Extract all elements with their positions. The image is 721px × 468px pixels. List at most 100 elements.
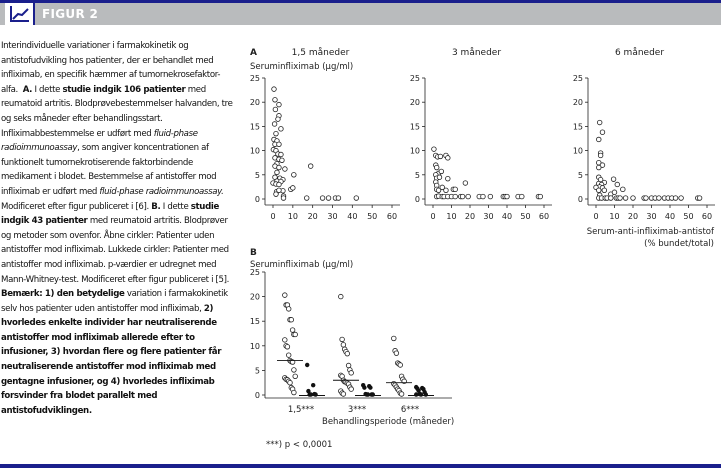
y-tick-label: 10 [410,147,420,156]
panel-label: B [250,248,257,258]
x-tick-label: 20 [628,212,638,221]
data-point [282,166,288,172]
panel-a-label: A. [22,84,33,95]
x-tick-label: 30 [483,212,493,221]
open-circle-point [339,336,345,343]
y-tick-label: 20 [250,98,260,107]
open-circle-point [338,293,344,300]
caption-text: med reumatoid artritis. Blodprøvebestemm… [1,84,233,139]
caption-text: I dette [34,84,61,95]
data-point [462,180,469,186]
closed-circle-point [306,388,311,394]
open-circle-point [291,367,297,373]
y-tick-label: 15 [410,122,420,131]
y-tick-label: 15 [250,317,260,326]
data-point [487,193,494,200]
data-point [443,187,449,193]
closed-circle-point [308,392,313,397]
x-tick-label: 40 [665,212,675,221]
footer-rule [0,464,721,468]
y-tick-label: 25 [250,268,260,277]
y-tick-label: 10 [250,342,260,351]
data-point [276,187,282,193]
open-circle-point [286,306,292,312]
data-point [276,101,282,108]
closed-circle-point [416,388,421,393]
data-point [335,195,342,201]
closed-circle-point [362,385,367,390]
x-tick-label: 60 [539,212,549,221]
data-point [272,97,278,103]
data-point [319,195,326,201]
data-point [610,176,617,182]
data-point [273,130,279,137]
y-tick-label: 20 [410,98,420,107]
closed-circle-point [365,392,371,397]
panel-label: A [250,48,257,58]
data-point [596,164,602,171]
caption-text: , som angiver koncentrationen af funktio… [1,143,217,197]
data-point [611,189,618,195]
x-tick-label: 10 [288,212,298,221]
data-point [353,195,359,201]
data-point [273,191,279,197]
footnote: ***) p < 0,0001 [266,440,332,450]
data-point [325,195,332,201]
x-tick-label: 10 [446,212,456,221]
panel-b-label: B. [151,201,161,212]
data-point [504,193,510,200]
x-tick-label: 60 [702,212,712,221]
data-point [620,186,626,193]
open-circle-point [287,380,293,386]
data-point [431,146,437,152]
open-circle-point [288,317,294,323]
data-point [597,119,603,126]
x-tick-label: 40 [502,212,512,221]
data-point [434,164,440,171]
y-axis-label: Seruminfliximab (µg/ml) [250,62,353,72]
y-tick-label: 0 [255,391,260,400]
y-tick-label: 10 [573,147,583,156]
x-tick-label: 20 [308,212,318,221]
open-circle-point [292,373,298,380]
x-axis-label: (% bundet/total) [644,239,714,249]
y-tick-label: 10 [250,147,260,156]
figure-caption: Interindividuelle variationer i farmakok… [1,39,233,418]
caption-text: Modificeret efter figur publiceret i [6]… [1,201,149,212]
y-axis-label: Seruminfliximab (µg/ml) [250,260,353,270]
open-circle-point [289,327,296,333]
caption-text: I dette [162,201,189,212]
caption-emphasis: 2) hvorledes enkelte individer har neutr… [1,303,222,416]
data-point [291,172,297,178]
open-circle-point [348,386,354,392]
closed-circle-point [414,392,419,397]
data-point [601,187,608,193]
y-tick-label: 25 [573,74,583,83]
x-tick-label: 60 [387,212,397,221]
x-tick-label: 0 [593,212,598,221]
data-point [599,162,606,168]
data-point [275,116,281,122]
data-point [445,155,451,161]
open-circle-point [291,389,297,396]
open-circle-point [282,337,288,343]
data-point [643,195,649,201]
x-tick-label: 40 [347,212,357,221]
caption-emphasis: studie indgik 106 patienter [62,84,186,95]
open-circle-point [393,350,400,356]
data-point [436,174,443,180]
data-point [272,106,279,113]
caption-text: Interindividuelle variationer i farmakok… [1,41,221,95]
open-circle-point [348,370,354,376]
closed-circle-point [305,362,310,368]
open-circle-point [286,352,292,358]
open-circle-point [284,344,291,350]
data-point [672,195,679,201]
closed-circle-point [368,385,373,390]
open-circle-point [292,331,298,338]
data-point [608,195,614,201]
closed-circle-point [370,392,375,397]
y-tick-label: 15 [573,122,583,131]
data-point [452,186,458,193]
